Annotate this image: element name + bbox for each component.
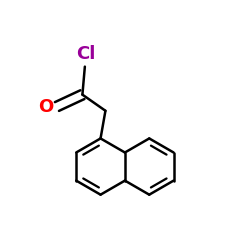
Text: O: O <box>38 98 53 116</box>
Text: Cl: Cl <box>76 45 96 63</box>
